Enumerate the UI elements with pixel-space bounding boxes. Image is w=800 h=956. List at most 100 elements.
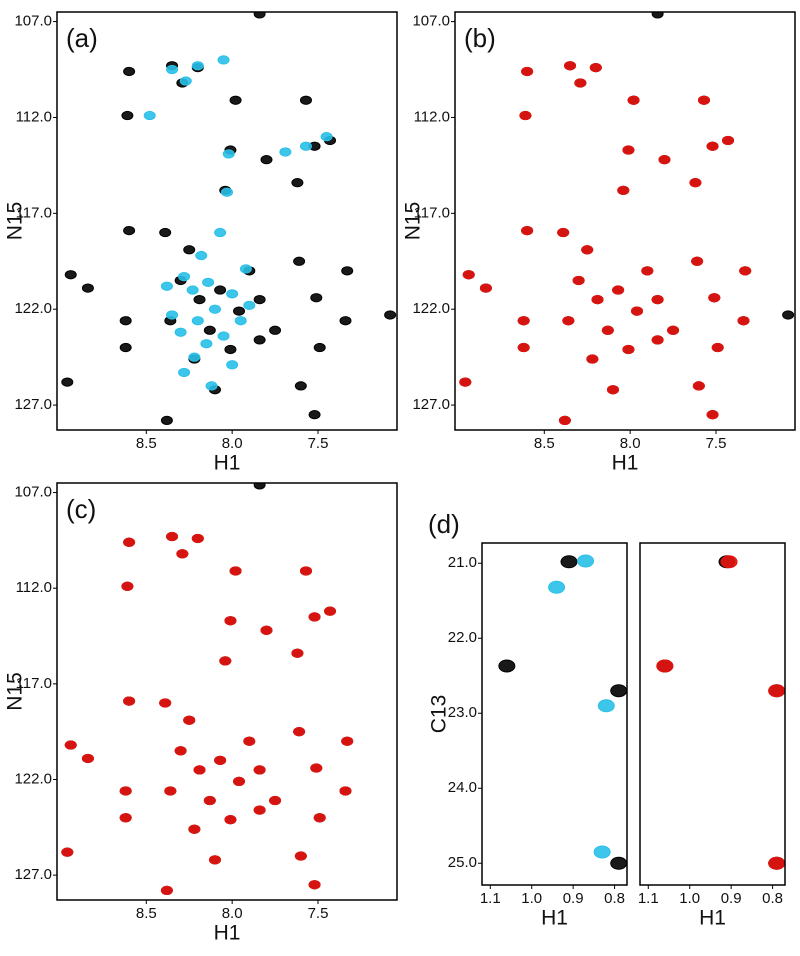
peak: [299, 141, 312, 151]
peak: [143, 110, 156, 121]
peak: [178, 367, 191, 378]
y-tick-label: 117.0: [16, 204, 52, 221]
x-tick-label: 8.0: [222, 905, 243, 922]
y-axis-label: N15: [402, 202, 425, 241]
peak: [160, 281, 173, 291]
peak: [205, 381, 218, 391]
peak: [606, 385, 619, 395]
peak: [308, 880, 321, 890]
peak: [217, 55, 230, 65]
peak: [706, 141, 719, 151]
peak: [617, 185, 630, 195]
peak: [123, 696, 136, 706]
peak: [203, 795, 216, 806]
peak: [203, 325, 216, 335]
peak: [339, 786, 352, 796]
peak: [601, 325, 614, 335]
peak: [183, 715, 196, 725]
panel-label: (b): [464, 23, 496, 53]
peak: [341, 736, 354, 746]
panel-label: (c): [66, 494, 96, 524]
peak: [610, 684, 627, 698]
peak: [178, 271, 191, 282]
y-tick-label: 22.0: [448, 629, 477, 646]
y-axis-label: N15: [4, 672, 27, 711]
peak: [119, 786, 132, 796]
peak: [517, 342, 530, 353]
peak: [243, 300, 256, 310]
peak: [253, 294, 266, 305]
peak: [123, 225, 136, 236]
peak: [269, 325, 282, 335]
peak: [622, 145, 635, 155]
plot-frame: [56, 482, 398, 901]
x-tick-label: 1.0: [521, 890, 542, 907]
peak: [260, 625, 273, 635]
peak: [195, 250, 208, 261]
peak: [689, 178, 702, 188]
x-tick-label: 1.1: [480, 890, 501, 907]
peak: [233, 306, 246, 316]
peak: [313, 342, 326, 353]
peak: [557, 227, 570, 238]
peak: [697, 95, 710, 105]
x-axis-label: H1: [612, 452, 639, 475]
peak: [658, 155, 671, 165]
peak: [159, 698, 172, 708]
peak: [279, 147, 292, 157]
peak: [123, 537, 136, 547]
peak: [160, 885, 173, 896]
peak: [597, 699, 615, 713]
x-tick-label: 8.0: [620, 435, 641, 452]
peak: [656, 659, 674, 673]
peak: [224, 344, 237, 355]
peak: [291, 648, 304, 658]
peak: [224, 815, 237, 825]
peak: [200, 339, 213, 349]
y-tick-label: 112.0: [16, 108, 52, 125]
plot-frame: [481, 542, 628, 886]
peak: [202, 277, 215, 287]
x-tick-label: 7.5: [308, 905, 329, 922]
peak: [310, 763, 323, 773]
peak: [239, 264, 252, 274]
peak: [479, 283, 492, 293]
peak: [81, 753, 94, 764]
peak: [720, 555, 738, 569]
peak: [193, 765, 206, 775]
peak: [176, 549, 189, 559]
peak: [459, 377, 472, 387]
peak: [521, 66, 534, 77]
peak: [558, 415, 571, 426]
peak: [164, 786, 177, 796]
y-tick-label: 117.0: [414, 204, 450, 221]
peak: [208, 304, 221, 314]
peak: [564, 61, 577, 71]
peak: [229, 95, 242, 105]
peak: [214, 285, 227, 295]
y-tick-label: 24.0: [448, 779, 477, 796]
peak: [610, 856, 627, 870]
x-axis-label: H1: [699, 907, 726, 930]
peak: [591, 294, 604, 305]
x-tick-label: 8.5: [534, 435, 555, 452]
x-tick-label: 1.0: [679, 890, 700, 907]
y-tick-label: 112.0: [16, 579, 52, 596]
y-tick-label: 127.0: [14, 396, 52, 413]
peak: [61, 377, 74, 387]
y-tick-label: 122.0: [412, 300, 450, 317]
peak: [64, 740, 77, 750]
peak: [253, 483, 266, 490]
peak: [548, 580, 566, 594]
y-axis-label: C13: [428, 695, 451, 734]
peak: [692, 381, 705, 391]
peak: [631, 306, 644, 316]
peak: [159, 227, 172, 238]
peak: [191, 533, 204, 544]
peak: [651, 335, 664, 345]
y-tick-label: 21.0: [448, 554, 477, 571]
peak: [324, 606, 337, 616]
x-tick-label: 8.5: [136, 435, 157, 452]
